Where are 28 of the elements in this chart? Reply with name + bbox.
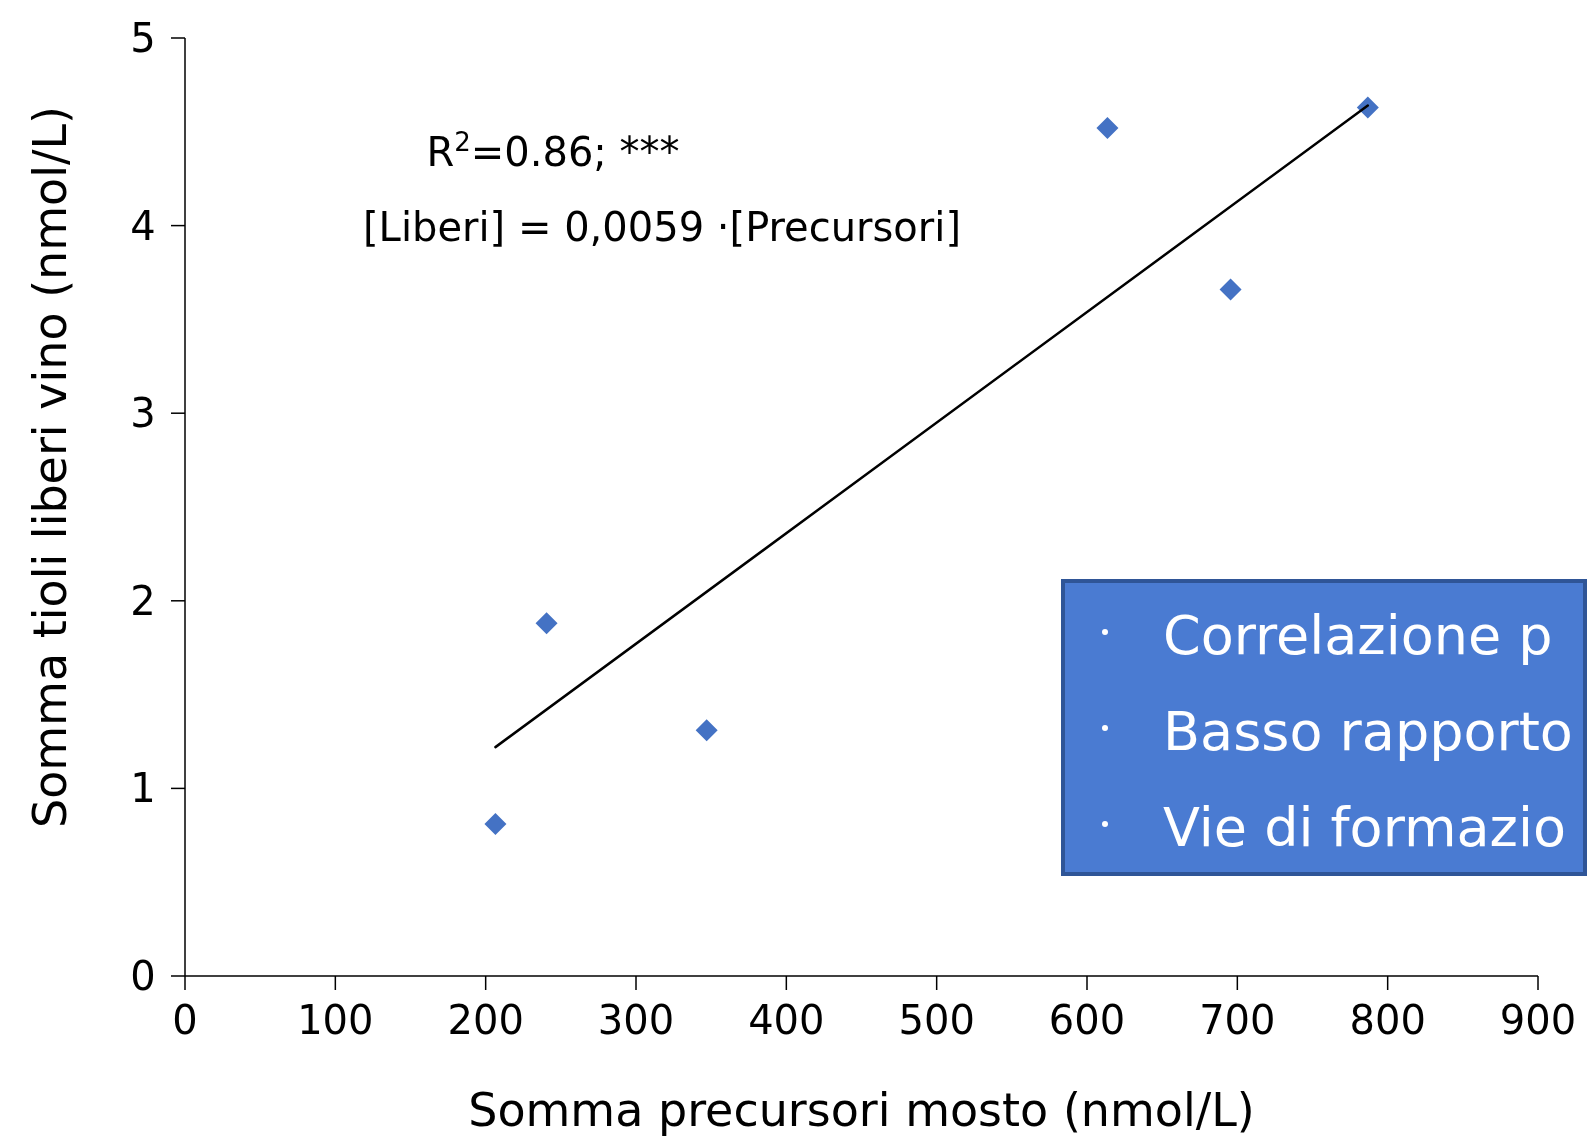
annotation: Vie di formazio bbox=[1163, 796, 1566, 859]
y-tick-label: 0 bbox=[130, 953, 156, 999]
y-tick-label: 1 bbox=[130, 765, 156, 812]
x-axis-title: Somma precursori mosto (nmol/L) bbox=[468, 1083, 1255, 1137]
annotation: Correlazione p bbox=[1163, 604, 1553, 667]
point bbox=[484, 813, 507, 836]
y-axis-title: Somma tioli liberi vino (nmol/L) bbox=[23, 105, 77, 829]
y-tick-label: 3 bbox=[130, 390, 156, 437]
point bbox=[1219, 278, 1242, 301]
point bbox=[535, 612, 558, 635]
x-tick-label: 500 bbox=[898, 997, 975, 1043]
x-tick-label: 200 bbox=[447, 997, 524, 1043]
x-tick-label: 700 bbox=[1199, 997, 1276, 1043]
annotation: R$^{2}$=0.86; *** bbox=[426, 127, 680, 175]
x-tick-label: 600 bbox=[1048, 997, 1126, 1043]
x-tick-label: 300 bbox=[597, 997, 675, 1043]
y-tick-label: 2 bbox=[130, 577, 156, 624]
y-tick-label: 4 bbox=[130, 202, 156, 249]
x-tick-label: 0 bbox=[172, 997, 198, 1043]
x-tick-label: 100 bbox=[297, 997, 374, 1043]
x-tick-label: 900 bbox=[1499, 997, 1577, 1043]
annotation: [Liberi] = 0,0059 ·[Precursori] bbox=[363, 204, 961, 250]
x-tick-label: 800 bbox=[1349, 997, 1426, 1043]
y-tick-label: 5 bbox=[130, 15, 156, 61]
x-tick-label: 400 bbox=[748, 997, 825, 1043]
point bbox=[695, 719, 718, 742]
point bbox=[1096, 117, 1119, 140]
annotation: Basso rapporto bbox=[1163, 700, 1573, 763]
